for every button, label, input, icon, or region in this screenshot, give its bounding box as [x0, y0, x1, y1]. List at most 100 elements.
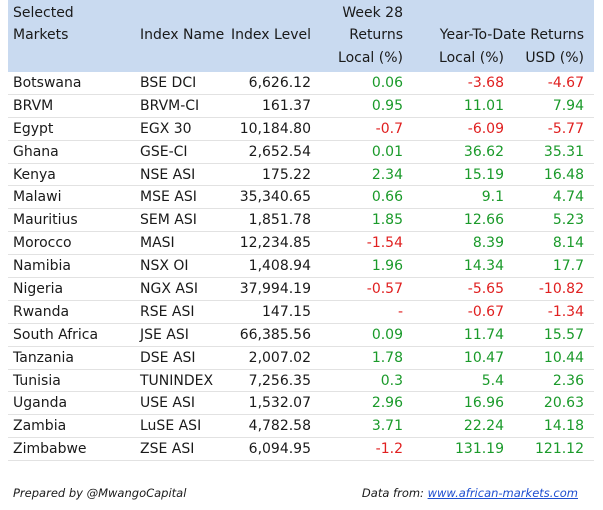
cell-market: Zambia: [13, 418, 67, 435]
cell-ytd-usd: 10.44: [543, 349, 584, 366]
cell-week-return: 2.34: [371, 166, 403, 183]
cell-market: Ghana: [13, 143, 59, 160]
cell-index-level: 4,782.58: [248, 418, 311, 435]
header-week-line1: Week 28: [342, 5, 403, 21]
cell-index-name: GSE-CI: [140, 143, 188, 160]
cell-week-return: -: [397, 303, 403, 320]
cell-week-return: 0.06: [371, 75, 403, 91]
cell-ytd-local: 16.96: [463, 395, 504, 412]
cell-week-return: 1.96: [371, 258, 403, 275]
cell-ytd-local: 10.47: [463, 349, 504, 366]
cell-ytd-usd: -10.82: [538, 281, 584, 298]
table-header: Selected Markets Index Name Index Level …: [8, 0, 594, 72]
prepared-by: Prepared by @MwangoCapital: [13, 486, 187, 500]
cell-ytd-usd: -5.77: [547, 120, 584, 137]
cell-index-level: 1,532.07: [248, 395, 311, 412]
cell-index-level: 1,408.94: [248, 258, 311, 275]
cell-ytd-local: 11.74: [463, 326, 504, 343]
cell-market: South Africa: [13, 326, 99, 343]
cell-index-level: 7,256.35: [248, 372, 311, 389]
cell-ytd-usd: -1.34: [547, 303, 584, 320]
cell-index-name: BRVM-CI: [140, 97, 200, 114]
table-row: BRVM BRVM-CI 161.37 0.95 11.01 7.94: [8, 95, 594, 118]
table-row: Morocco MASI 12,234.85 -1.54 8.39 8.14: [8, 232, 594, 256]
cell-market: Egypt: [13, 120, 54, 137]
header-index-name: Index Name: [140, 27, 225, 43]
cell-ytd-usd: -4.67: [547, 75, 584, 91]
cell-ytd-local: -5.65: [467, 281, 504, 298]
cell-index-level: 35,340.65: [239, 189, 311, 206]
cell-index-level: 10,184.80: [239, 120, 311, 137]
cell-week-return: -1.54: [366, 235, 403, 252]
cell-market: Namibia: [13, 258, 71, 275]
header-ytd-group: Year-To-Date Returns: [439, 27, 584, 43]
cell-index-level: 2,007.02: [248, 349, 311, 366]
cell-index-name: BSE DCI: [140, 75, 197, 91]
cell-market: Botswana: [13, 75, 82, 91]
table-row: Nigeria NGX ASI 37,994.19 -0.57 -5.65 -10.82: [8, 278, 594, 301]
cell-index-level: 2,652.54: [248, 143, 311, 160]
cell-ytd-local: -3.68: [467, 75, 504, 91]
cell-ytd-usd: 4.74: [552, 189, 584, 206]
data-from-label: Data from:: [361, 486, 428, 500]
cell-index-name: SEM ASI: [140, 212, 197, 229]
table-row: Malawi MSE ASI 35,340.65 0.66 9.1 4.74: [8, 186, 594, 210]
table-row: Zambia LuSE ASI 4,782.58 3.71 22.24 14.18: [8, 415, 594, 439]
cell-ytd-local: 36.62: [463, 143, 504, 160]
table-row: Kenya NSE ASI 175.22 2.34 15.19 16.48: [8, 164, 594, 187]
cell-week-return: 0.95: [371, 97, 403, 114]
cell-week-return: -0.7: [375, 120, 403, 137]
cell-ytd-local: 8.39: [472, 235, 504, 252]
table-row: Tunisia TUNINDEX 7,256.35 0.3 5.4 2.36: [8, 370, 594, 393]
header-week-line2: Returns: [349, 27, 403, 43]
cell-index-name: DSE ASI: [140, 349, 196, 366]
cell-index-name: NGX ASI: [140, 281, 198, 298]
cell-ytd-usd: 35.31: [543, 143, 584, 160]
cell-market: Kenya: [13, 166, 56, 183]
cell-index-level: 66,385.56: [239, 326, 311, 343]
table-body: Botswana BSE DCI 6,626.12 0.06 -3.68 -4.67 BRV…: [8, 72, 594, 462]
header-ytd-usd: USD (%): [525, 50, 584, 66]
cell-index-name: RSE ASI: [140, 303, 195, 320]
cell-ytd-local: 131.19: [455, 441, 504, 458]
cell-index-level: 37,994.19: [239, 281, 311, 298]
cell-market: Rwanda: [13, 303, 70, 320]
table-row: Ghana GSE-CI 2,652.54 0.01 36.62 35.31: [8, 141, 594, 164]
cell-index-name: MASI: [140, 235, 175, 252]
cell-week-return: 0.66: [371, 189, 403, 206]
cell-index-level: 1,851.78: [248, 212, 311, 229]
header-markets-line2: Markets: [13, 27, 69, 43]
cell-week-return: 0.01: [371, 143, 403, 160]
header-index-level: Index Level: [231, 27, 311, 43]
cell-index-level: 175.22: [262, 166, 311, 183]
cell-ytd-local: 14.34: [463, 258, 504, 275]
table-row: Mauritius SEM ASI 1,851.78 1.85 12.66 5.23: [8, 209, 594, 233]
cell-market: Zimbabwe: [13, 441, 87, 458]
cell-ytd-local: 11.01: [463, 97, 504, 114]
cell-ytd-usd: 2.36: [552, 372, 584, 389]
cell-ytd-local: 15.19: [463, 166, 504, 183]
cell-market: Tanzania: [13, 349, 74, 366]
cell-index-name: LuSE ASI: [140, 418, 202, 435]
table-row: Botswana BSE DCI 6,626.12 0.06 -3.68 -4.67: [8, 72, 594, 95]
cell-index-level: 161.37: [262, 97, 311, 114]
cell-ytd-usd: 5.23: [552, 212, 584, 229]
cell-ytd-usd: 17.7: [552, 258, 584, 275]
header-week-line3: Local (%): [338, 50, 403, 66]
cell-index-level: 6,094.95: [248, 441, 311, 458]
cell-week-return: 3.71: [371, 418, 403, 435]
cell-ytd-usd: 14.18: [543, 418, 584, 435]
cell-ytd-usd: 8.14: [552, 235, 584, 252]
cell-ytd-local: 9.1: [481, 189, 504, 206]
cell-ytd-local: 12.66: [463, 212, 504, 229]
cell-ytd-usd: 7.94: [552, 97, 584, 114]
data-source-link[interactable]: www.african-markets.com: [427, 486, 578, 500]
cell-ytd-usd: 20.63: [543, 395, 584, 412]
cell-week-return: 1.78: [371, 349, 403, 366]
data-source: Data from: www.african-markets.com: [362, 486, 578, 500]
cell-week-return: 1.85: [371, 212, 403, 229]
cell-market: Nigeria: [13, 281, 64, 298]
cell-week-return: -0.57: [366, 281, 403, 298]
cell-week-return: 0.09: [371, 326, 403, 343]
table-row: Tanzania DSE ASI 2,007.02 1.78 10.47 10.44: [8, 347, 594, 370]
